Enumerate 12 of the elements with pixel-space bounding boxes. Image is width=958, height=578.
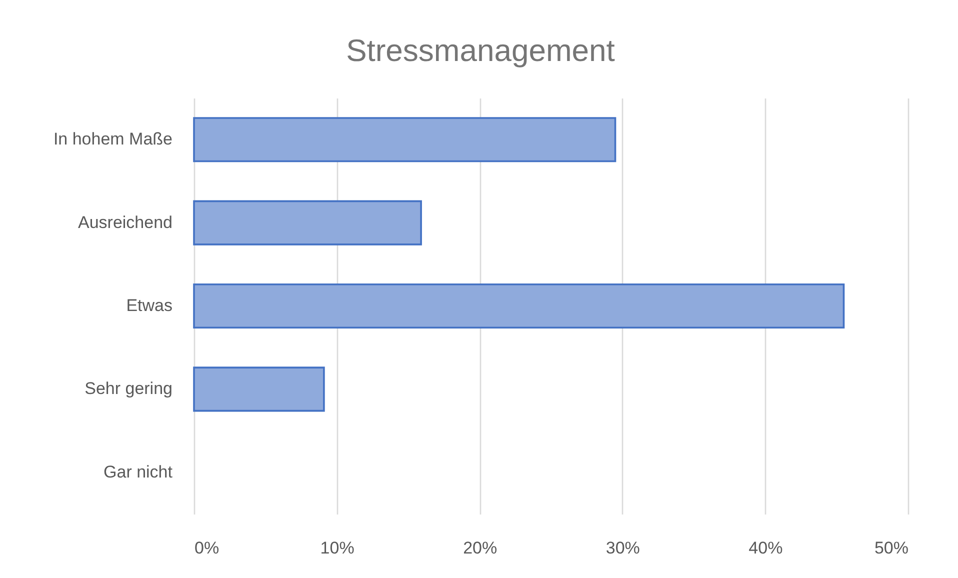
y-tick-label: Ausreichend	[78, 212, 172, 232]
x-tick-label: 50%	[874, 538, 908, 558]
y-tick-label: Gar nicht	[104, 462, 173, 482]
y-tick-label: Sehr gering	[84, 379, 172, 398]
x-tick-label: 20%	[463, 538, 498, 558]
x-tick-label: 0%	[194, 538, 220, 558]
x-tick-label: 40%	[748, 538, 783, 558]
chart-title: Stressmanagement	[346, 33, 616, 68]
y-tick-label: Etwas	[126, 296, 172, 315]
x-tick-label: 10%	[320, 538, 354, 558]
x-tick-label: 30%	[606, 538, 640, 558]
y-tick-label: In hohem Maße	[53, 130, 172, 149]
